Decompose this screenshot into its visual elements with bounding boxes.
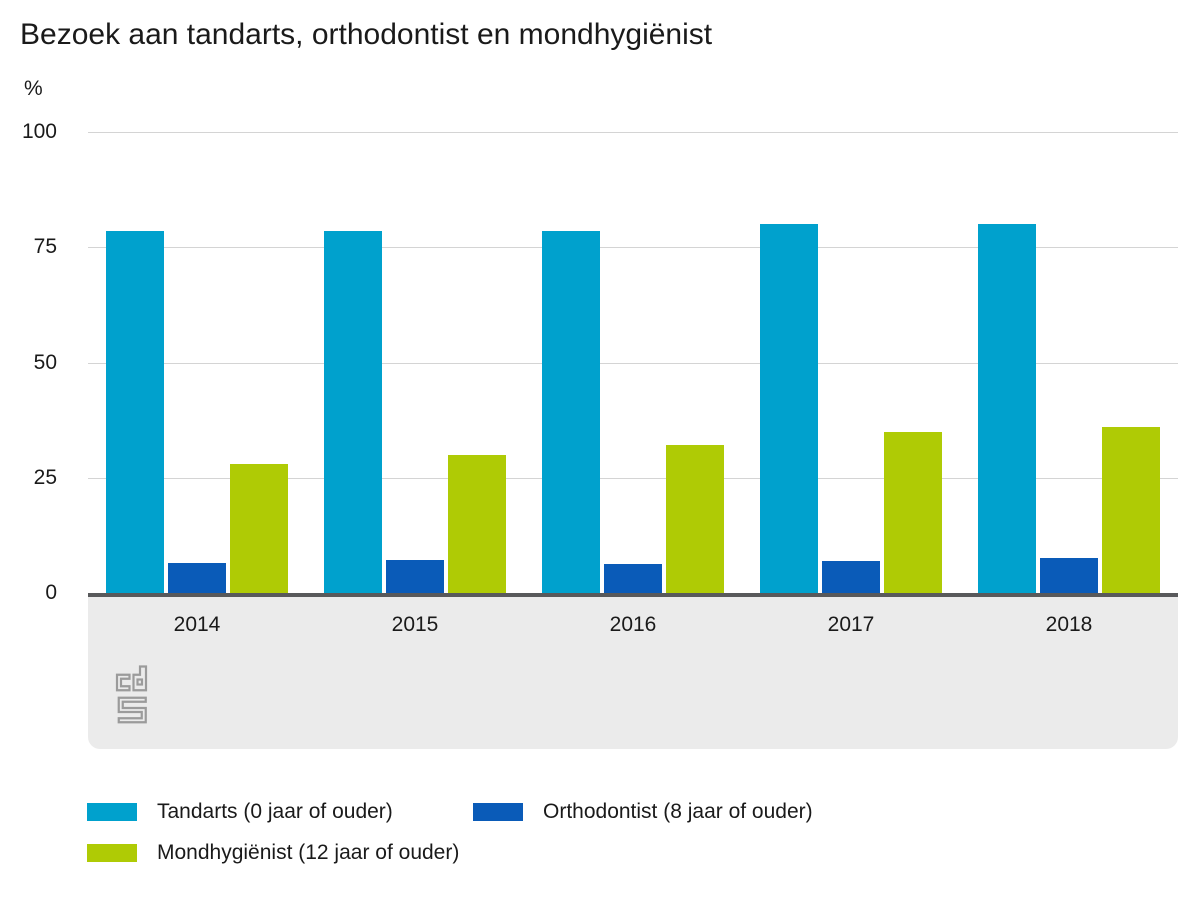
cbs-logo-letter-s [117, 696, 147, 724]
bar-tandarts-2015[interactable] [324, 231, 382, 593]
x-tick-label-2017: 2017 [827, 613, 875, 636]
legend-swatch-orthodontist [473, 803, 523, 821]
cbs-logo [115, 665, 148, 724]
bar-tandarts-2017[interactable] [760, 224, 818, 593]
bar-mondhygienist-2014[interactable] [230, 463, 288, 593]
bar-orthodontist-2016[interactable] [604, 563, 662, 593]
legend-item-orthodontist[interactable]: Orthodontist (8 jaar of ouder) [473, 800, 813, 824]
bar-group-2015 [306, 132, 524, 593]
legend: Tandarts (0 jaar of ouder) Orthodontist (… [87, 800, 813, 865]
bar-mondhygienist-2017[interactable] [884, 431, 942, 593]
y-tick-label-50: 50 [33, 350, 57, 374]
legend-swatch-tandarts [87, 803, 137, 821]
x-tick-label-2014: 2014 [173, 613, 221, 636]
plot-area [88, 132, 1178, 593]
cbs-logo-letter-b [132, 665, 148, 692]
x-axis-band: 2014 2015 2016 2017 2018 [88, 597, 1178, 749]
bar-tandarts-2014[interactable] [106, 231, 164, 593]
cbs-logo-letter-c [115, 673, 131, 692]
bar-orthodontist-2015[interactable] [386, 559, 444, 593]
bars [88, 132, 1178, 593]
x-axis-labels: 2014 2015 2016 2017 2018 [88, 597, 1178, 637]
legend-swatch-mondhygienist [87, 844, 137, 862]
bar-tandarts-2016[interactable] [542, 231, 600, 593]
gridline-25 [88, 477, 1178, 479]
legend-label-mondhygienist: Mondhygiënist (12 jaar of ouder) [157, 841, 460, 864]
x-tick-label-2015: 2015 [391, 613, 439, 636]
legend-item-tandarts[interactable]: Tandarts (0 jaar of ouder) [87, 800, 473, 824]
x-tick-label-2018: 2018 [1045, 613, 1093, 636]
bar-group-2017 [742, 132, 960, 593]
bar-tandarts-2018[interactable] [978, 224, 1036, 593]
y-tick-label-0: 0 [45, 581, 57, 604]
x-axis-line [88, 593, 1178, 597]
bar-group-2018 [960, 132, 1178, 593]
y-axis-unit-label: % [24, 77, 43, 100]
bar-orthodontist-2017[interactable] [822, 560, 880, 593]
legend-label-orthodontist: Orthodontist (8 jaar of ouder) [543, 800, 813, 823]
x-tick-label-2016: 2016 [609, 613, 657, 636]
legend-label-tandarts: Tandarts (0 jaar of ouder) [157, 800, 393, 823]
bar-orthodontist-2018[interactable] [1040, 557, 1098, 593]
y-tick-label-25: 25 [33, 465, 57, 489]
chart-title: Bezoek aan tandarts, orthodontist en mon… [20, 18, 713, 51]
gridline-100 [88, 132, 1178, 133]
bar-mondhygienist-2018[interactable] [1102, 427, 1160, 593]
y-axis-labels: 0 25 50 75 100 [0, 120, 57, 604]
gridline-75 [88, 247, 1178, 249]
bar-mondhygienist-2015[interactable] [448, 454, 506, 593]
bar-mondhygienist-2016[interactable] [666, 445, 724, 593]
bar-orthodontist-2014[interactable] [168, 563, 226, 593]
bar-group-2016 [524, 132, 742, 593]
bar-group-2014 [88, 132, 306, 593]
y-tick-label-100: 100 [21, 120, 57, 143]
y-tick-label-75: 75 [33, 235, 57, 259]
legend-item-mondhygienist[interactable]: Mondhygiënist (12 jaar of ouder) [87, 841, 473, 865]
gridline-50 [88, 362, 1178, 364]
cbs-logo-letter-b-hole [136, 678, 144, 686]
